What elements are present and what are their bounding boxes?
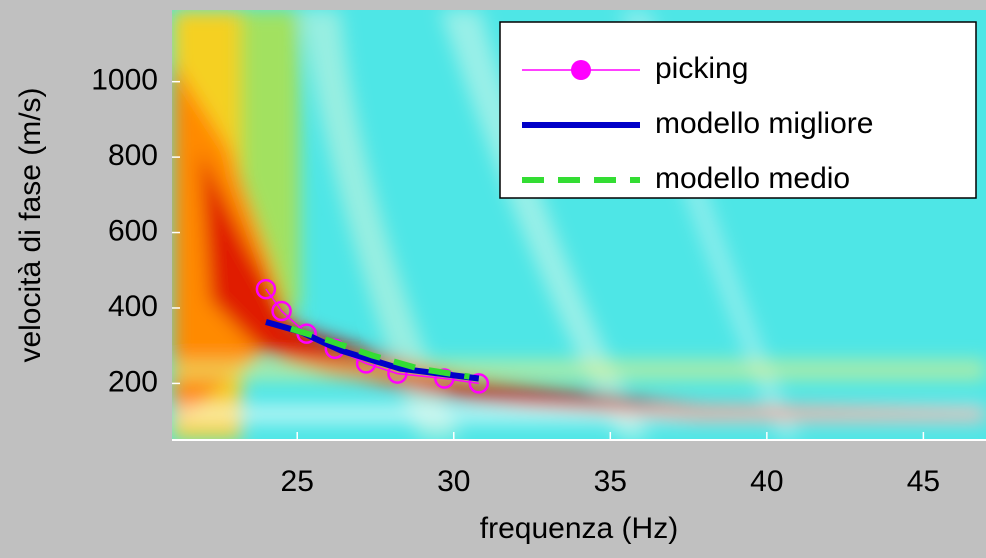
series-marker xyxy=(255,278,277,300)
y-tick-label: 800 xyxy=(108,139,158,172)
x-tick-label: 30 xyxy=(437,465,470,498)
x-tick-label: 45 xyxy=(907,465,940,498)
x-axis-label: frequenza (Hz) xyxy=(480,512,678,545)
y-tick-label: 600 xyxy=(108,214,158,247)
series-marker xyxy=(468,373,490,394)
y-tick-label: 200 xyxy=(108,365,158,398)
legend-label: modello medio xyxy=(655,162,850,195)
series-line xyxy=(265,319,480,382)
y-axis-label: velocità di fase (m/s) xyxy=(14,87,47,362)
legend-label: modello migliore xyxy=(655,107,873,140)
series-line xyxy=(290,325,470,380)
x-tick-label: 40 xyxy=(750,465,783,498)
series-marker xyxy=(271,300,292,322)
plot-lines xyxy=(255,278,490,394)
legend-label: picking xyxy=(655,52,748,85)
x-tick-label: 35 xyxy=(594,465,627,498)
x-tick-label: 25 xyxy=(281,465,314,498)
y-tick-label: 1000 xyxy=(91,64,158,97)
legend-box xyxy=(499,21,977,199)
series-marker xyxy=(434,368,455,389)
legend: picking modello migliore modello medio xyxy=(499,21,977,199)
y-tick-label: 400 xyxy=(108,290,158,323)
legend-marker xyxy=(571,60,591,80)
